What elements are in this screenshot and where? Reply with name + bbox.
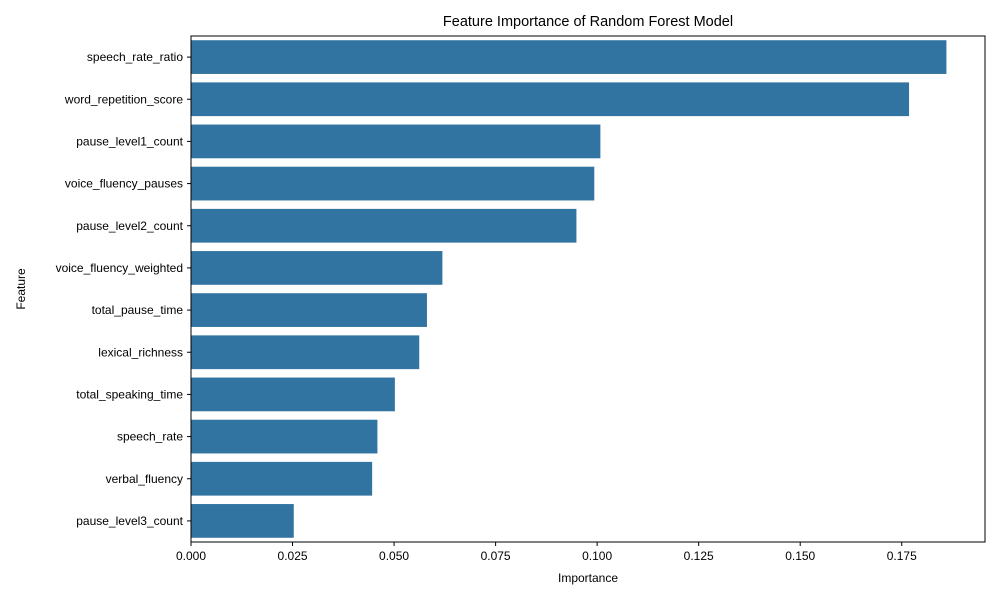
bar-voice-fluency-pauses — [191, 166, 595, 201]
x-tick-label: 0.150 — [785, 549, 815, 563]
y-tick-label: total_pause_time — [92, 303, 184, 317]
x-tick-label: 0.125 — [684, 549, 714, 563]
plot-frame — [190, 35, 986, 543]
y-tick-label: pause_level1_count — [76, 134, 183, 148]
y-tick-label: speech_rate — [117, 430, 183, 444]
y-tick-label: lexical_richness — [98, 345, 183, 359]
x-axis-label: Importance — [558, 571, 618, 585]
x-tick-label: 0.025 — [278, 549, 308, 563]
bar-pause-level2-count — [191, 208, 577, 243]
y-tick-label: pause_level3_count — [76, 514, 183, 528]
bar-speech-rate — [191, 419, 378, 454]
x-tick-label: 0.100 — [582, 549, 612, 563]
y-tick-label: speech_rate_ratio — [87, 50, 183, 64]
bar-pause-level3-count — [191, 504, 294, 538]
y-tick-label: total_speaking_time — [76, 387, 183, 401]
bar-word-repetition-score — [191, 82, 910, 117]
chart-title: Feature Importance of Random Forest Mode… — [443, 14, 733, 30]
bar-total-speaking-time — [191, 377, 395, 412]
y-tick-label: voice_fluency_weighted — [56, 261, 183, 275]
y-tick-label: voice_fluency_pauses — [65, 177, 183, 191]
y-ticks: speech_rate_ratio word_repetition_scorepa… — [56, 50, 191, 528]
x-tick-label: 0.050 — [379, 549, 409, 563]
bar-total-pause-time — [191, 293, 427, 327]
y-tick-label: pause_level2_count — [76, 219, 183, 233]
x-tick-label: 0.000 — [176, 549, 206, 563]
bar-voice-fluency-weighted — [191, 251, 443, 285]
x-tick-label: 0.075 — [481, 549, 511, 563]
x-ticks: 0.000 0.025 0.050 0.075 0.100 0.125 0.150 0.175 — [176, 542, 917, 563]
bar-lexical-richness — [191, 335, 420, 370]
bar-speech-rate-ratio — [191, 40, 947, 74]
y-axis-label: Feature — [14, 268, 28, 310]
y-tick-label: word_repetition_score — [64, 92, 183, 106]
bar-verbal-fluency — [191, 461, 373, 496]
bars-layer — [191, 40, 947, 538]
bar-pause-level1-count — [191, 124, 601, 159]
x-tick-label: 0.175 — [887, 549, 917, 563]
y-tick-label: verbal_fluency — [106, 472, 183, 486]
